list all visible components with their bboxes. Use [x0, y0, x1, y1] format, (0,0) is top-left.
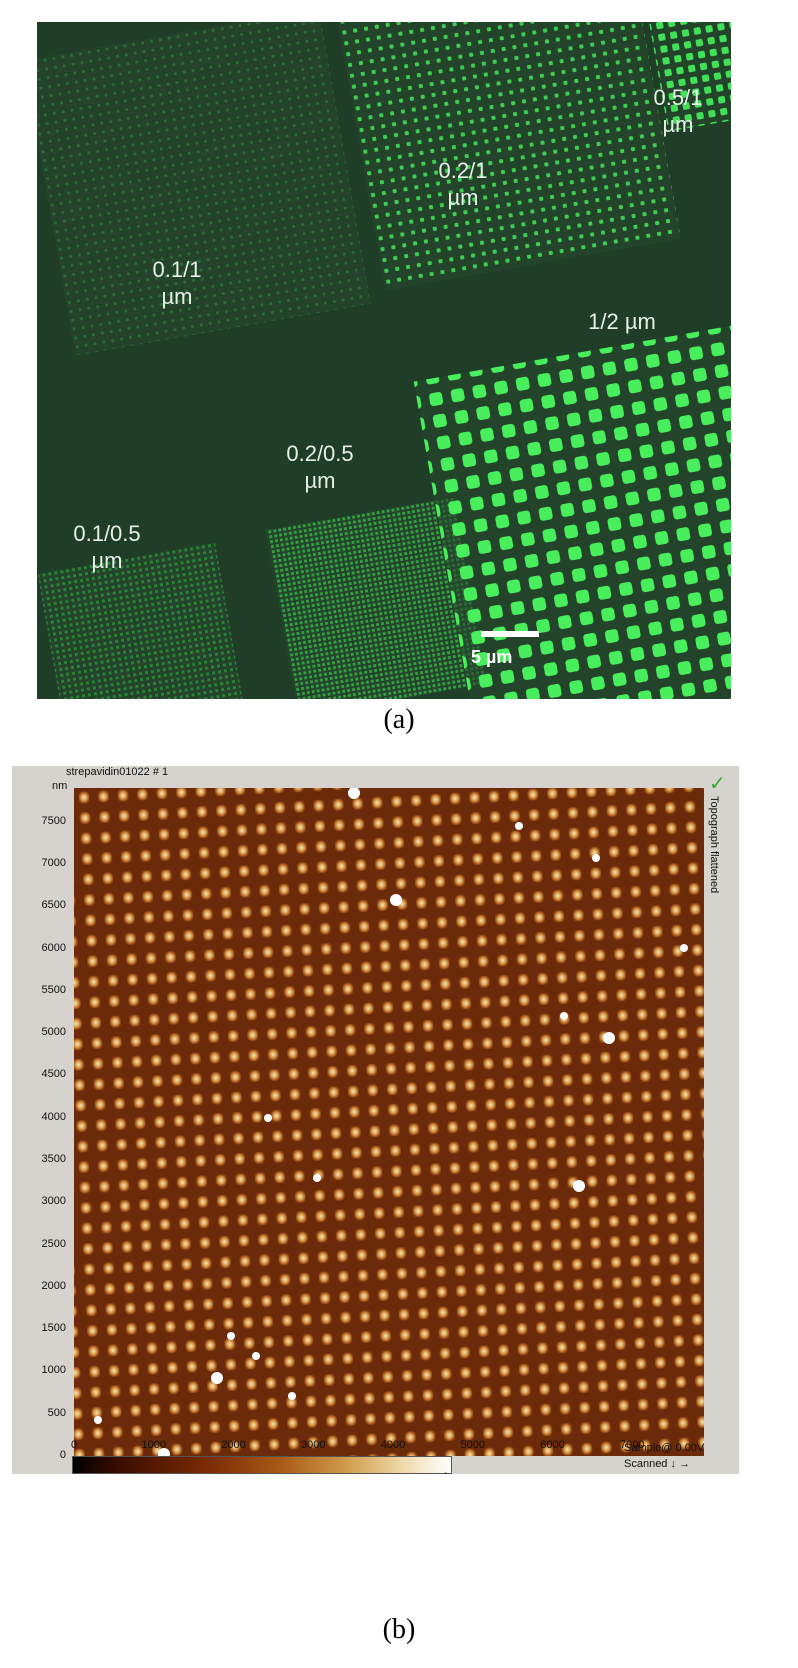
afm-title: strepavidin01022 # 1	[66, 766, 169, 778]
x-tick-label: 1000	[141, 1439, 166, 1451]
fluorescence-image: 0.1/0.5 µm 0.2/0.5 µm 0.1/1 µm 0.2/1 µm 0.5/…	[37, 22, 731, 699]
y-tick-label: 0	[59, 1449, 66, 1461]
x-tick-label: 2000	[221, 1439, 246, 1451]
y-tick-label: 3000	[41, 1195, 66, 1208]
y-tick-label: 1000	[41, 1364, 66, 1377]
x-tick-label: 0	[70, 1439, 78, 1451]
y-unit: nm	[52, 780, 68, 792]
topograph-label: Topograph flattened	[708, 796, 720, 894]
label-0.5-1: 0.5/1 µm	[653, 85, 703, 137]
caption-b: (b)	[382, 1614, 416, 1645]
patch-0.2-1	[333, 22, 681, 291]
patch-0.1-0.5	[37, 542, 247, 699]
colorbar-tick-label: 0	[71, 1473, 77, 1474]
x-tick-label: 5000	[460, 1439, 485, 1451]
y-tick-label: 6500	[41, 899, 66, 912]
y-tick-label: 2500	[41, 1237, 66, 1250]
label-0.2-0.5: 0.2/0.5 µm	[286, 441, 354, 493]
bright-particle	[348, 788, 360, 799]
bright-particle	[211, 1372, 223, 1384]
label-0.1-0.5: 0.1/0.5 µm	[73, 521, 141, 573]
caption-a: (a)	[383, 704, 415, 735]
bright-particle	[680, 944, 688, 952]
fluorescence-patterns	[37, 22, 731, 699]
bright-particle	[560, 1012, 568, 1020]
sample-bias: Sample@ 0.00V	[624, 1442, 705, 1454]
label-0.1-1: 0.1/1 µm	[152, 257, 202, 309]
scale-bar	[481, 631, 539, 637]
bright-particle	[288, 1392, 296, 1400]
patch-0.5-1	[647, 22, 731, 132]
bright-particle	[313, 1174, 321, 1182]
y-tick-label: 6000	[41, 941, 66, 954]
label-1-2: 1/2 µm	[588, 309, 656, 334]
bright-particle	[252, 1352, 260, 1360]
colorbar-tick-label: 25	[162, 1473, 174, 1474]
patch-0.1-1	[37, 22, 371, 356]
colorbar-tick-label: 75	[351, 1473, 363, 1474]
y-tick-label: 1500	[41, 1322, 66, 1335]
y-tick-label: 7000	[41, 857, 66, 870]
afm-window: strepavidin01022 # 1 nm ✓ Topograph flat…	[12, 766, 739, 1474]
y-tick-label: 5000	[41, 1026, 66, 1039]
y-tick-label: 4000	[41, 1110, 66, 1123]
y-tick-label: 3500	[41, 1153, 66, 1166]
y-tick-label: 4500	[41, 1068, 66, 1081]
patch-0.2-0.5	[265, 496, 487, 699]
bright-particle	[573, 1180, 585, 1192]
colorbar-unit: Å	[442, 1473, 449, 1474]
bright-particle	[390, 894, 402, 906]
bright-particle	[158, 1448, 170, 1456]
bright-particle	[515, 822, 523, 830]
bright-particle	[603, 1032, 615, 1044]
y-tick-label: 500	[47, 1406, 66, 1419]
x-tick-label: 6000	[540, 1439, 565, 1451]
label-0.2-1: 0.2/1 µm	[438, 158, 488, 210]
x-tick-label: 4000	[380, 1439, 406, 1451]
x-tick-label: 7000	[619, 1439, 645, 1451]
checkmark-icon[interactable]: ✓	[709, 773, 726, 795]
bright-particle	[592, 854, 600, 862]
scan-direction: Scanned ↓ →	[624, 1458, 691, 1470]
afm-topography	[74, 788, 704, 1456]
scale-bar-label: 5 µm	[471, 647, 513, 667]
y-tick-label: 2000	[41, 1279, 66, 1292]
x-tick-label: 3000	[300, 1439, 326, 1451]
colorbar	[72, 1456, 452, 1474]
y-tick-label: 7500	[41, 814, 66, 827]
dot-array	[74, 788, 704, 1456]
y-tick-label: 5500	[41, 983, 66, 996]
bright-particle	[264, 1114, 272, 1122]
bright-particle	[227, 1332, 235, 1340]
patch-1-2	[413, 308, 731, 699]
colorbar-tick-label: 50	[257, 1473, 269, 1474]
bright-particle	[94, 1416, 102, 1424]
